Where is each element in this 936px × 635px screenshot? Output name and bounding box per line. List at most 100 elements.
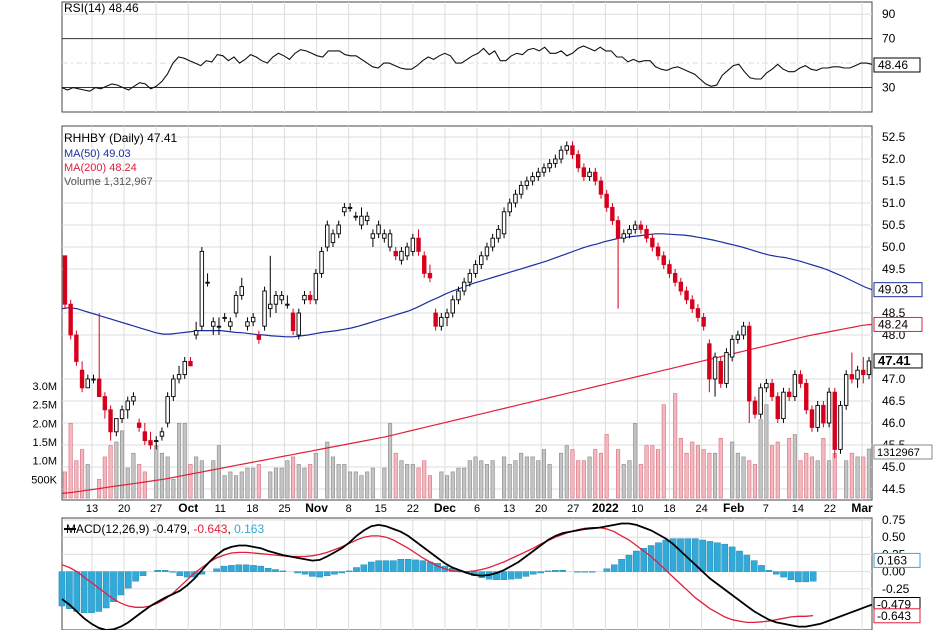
- volume-bar: [256, 464, 261, 499]
- candle-body: [604, 193, 609, 208]
- volume-bar: [137, 464, 142, 499]
- volume-bar: [564, 445, 569, 499]
- volume-bar: [832, 452, 837, 499]
- candle-body: [581, 167, 587, 178]
- candle-body: [399, 250, 404, 261]
- volume-bar: [536, 460, 541, 499]
- macd-tick-label: 0.75: [882, 513, 906, 527]
- candle-body: [165, 396, 170, 424]
- candle-body: [456, 290, 461, 301]
- candle-body: [621, 233, 626, 239]
- macd-label: MACD(12,26,9) -0.479, -0.643, 0.163: [66, 522, 264, 536]
- volume-tick-label: 1.5M: [33, 437, 57, 449]
- macd-tick-label: 0.00: [882, 565, 906, 579]
- candle-body: [290, 312, 296, 332]
- volume-bar: [450, 471, 455, 499]
- volume-bar: [587, 456, 592, 499]
- candle-body: [490, 237, 495, 248]
- macd-histogram-bar: [552, 570, 559, 572]
- volume-bar: [604, 434, 609, 499]
- macd-histogram-bar: [618, 559, 625, 572]
- volume-bar: [633, 422, 638, 499]
- volume-bar: [570, 449, 575, 499]
- x-tick-label: 15: [375, 503, 387, 515]
- volume-bar: [747, 460, 752, 499]
- candle-body: [667, 264, 672, 274]
- x-tick-label: 6: [474, 503, 480, 515]
- macd-hist-last-tag: [873, 552, 921, 568]
- volume-bar: [581, 460, 586, 499]
- macd-histogram-bar: [655, 542, 662, 572]
- macd-histogram-bar: [183, 571, 191, 578]
- macd-histogram-bar: [669, 538, 677, 572]
- volume-bar: [387, 422, 393, 499]
- volume-bar: [627, 460, 632, 499]
- candle-body: [752, 400, 758, 415]
- volume-bar: [353, 471, 358, 499]
- volume-bar: [131, 452, 136, 499]
- volume-bar: [718, 437, 723, 499]
- volume-bar: [285, 460, 290, 499]
- macd-histogram-bar: [397, 559, 405, 572]
- rsi-tick-label: 90: [882, 7, 896, 21]
- candle-body: [376, 224, 381, 235]
- volume-bar: [142, 471, 147, 499]
- macd-histogram-bar: [124, 571, 132, 589]
- price-last-value: 47.41: [878, 353, 911, 368]
- price-tick-label: 50.5: [882, 218, 906, 232]
- candle-body: [775, 396, 780, 420]
- macd-histogram-bar: [309, 571, 316, 577]
- macd-histogram-bar: [316, 571, 324, 578]
- macd-histogram-bar: [264, 568, 272, 572]
- price-tick-label: 47.0: [882, 372, 906, 386]
- macd-signal-line: [61, 526, 814, 624]
- candle-body: [735, 334, 741, 340]
- volume-bar: [792, 434, 797, 499]
- macd-histogram-bar: [235, 564, 243, 572]
- macd-histogram-bar: [102, 571, 110, 609]
- macd-histogram-bar: [412, 559, 419, 572]
- candle-body: [553, 158, 558, 164]
- volume-bar: [513, 460, 518, 499]
- candle-body: [747, 325, 752, 402]
- candle-body: [154, 440, 159, 443]
- volume-bar: [427, 475, 433, 499]
- volume-bar: [182, 422, 187, 499]
- x-tick-label: 7: [763, 503, 769, 515]
- candle-body: [695, 308, 701, 318]
- volume-bar: [769, 445, 775, 499]
- ma50-last-value: 49.03: [878, 283, 908, 297]
- volume-tick-label: 1.0M: [33, 456, 57, 468]
- volume-tick-label: 500K: [31, 474, 57, 486]
- volume-bar: [655, 449, 661, 499]
- volume-bar: [268, 471, 273, 499]
- macd-histogram-bar: [802, 571, 809, 583]
- candle-body: [861, 369, 866, 376]
- volume-tick-label: 2.0M: [33, 418, 57, 430]
- candle-body: [655, 246, 661, 257]
- macd-histogram-bar: [360, 564, 368, 572]
- macd-histogram-bar: [809, 571, 817, 582]
- candle-body: [826, 391, 832, 424]
- candle-body: [336, 224, 341, 235]
- ma50-line: [61, 233, 873, 338]
- volume-bar: [416, 467, 421, 499]
- candle-body: [307, 294, 313, 301]
- price-tick-label: 49.5: [882, 262, 906, 276]
- macd-histogram-bar: [633, 550, 640, 572]
- macd-histogram-bar: [132, 571, 139, 582]
- ma200-line: [61, 323, 873, 494]
- macd-signal-last-value: -0.643: [877, 609, 911, 623]
- macd-histogram-bar: [743, 554, 751, 572]
- price-tick-label: 51.0: [882, 196, 906, 210]
- volume-bar: [125, 467, 130, 499]
- macd-histogram-bar: [80, 571, 88, 613]
- candle-body: [342, 206, 347, 213]
- macd-histogram-bar: [787, 571, 795, 580]
- volume-bar: [615, 449, 621, 499]
- candle-body: [422, 255, 427, 274]
- macd-histogram-bar: [662, 539, 670, 572]
- volume-bar: [365, 471, 370, 499]
- rsi-label: RSI(14) 48.46: [64, 1, 139, 15]
